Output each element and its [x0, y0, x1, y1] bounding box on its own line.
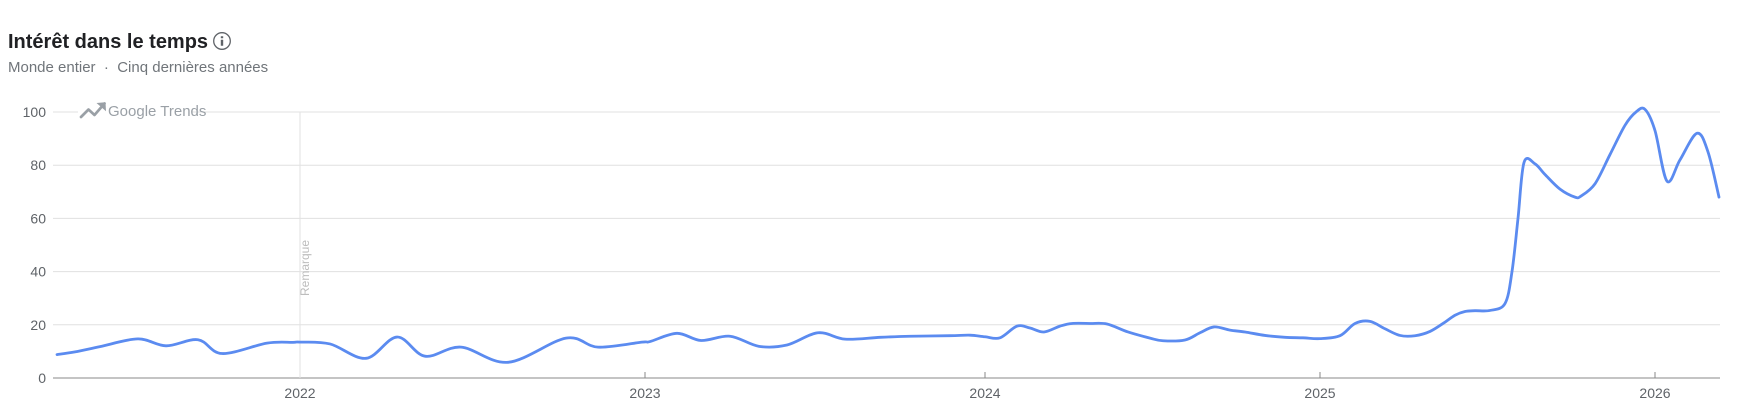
svg-text:20: 20 [30, 317, 46, 333]
svg-text:2026: 2026 [1639, 385, 1670, 401]
svg-text:2023: 2023 [629, 385, 660, 401]
svg-text:0: 0 [38, 370, 46, 386]
svg-text:40: 40 [30, 264, 46, 280]
svg-text:Remarque: Remarque [298, 240, 312, 296]
svg-text:2024: 2024 [969, 385, 1000, 401]
svg-text:80: 80 [30, 157, 46, 173]
svg-text:2025: 2025 [1304, 385, 1335, 401]
svg-text:100: 100 [23, 104, 47, 120]
svg-text:Google Trends: Google Trends [108, 103, 206, 120]
svg-text:60: 60 [30, 210, 46, 226]
svg-text:2022: 2022 [284, 385, 315, 401]
